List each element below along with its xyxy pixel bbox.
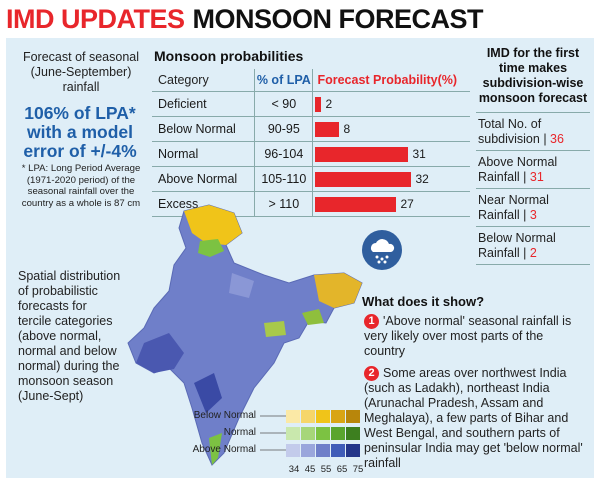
imd-item-label: Below Normal Rainfall xyxy=(478,231,556,260)
table-row: Below Normal 90-95 8 xyxy=(152,116,470,142)
legend-swatch xyxy=(346,427,360,440)
india-forecast-map xyxy=(127,204,363,466)
lpa-range: 105-110 xyxy=(254,166,313,192)
legend-color-scale xyxy=(260,410,360,457)
probability-cell: 8 xyxy=(312,116,470,142)
header-probability: Forecast Probability(%) xyxy=(312,69,470,92)
imd-item-value: 2 xyxy=(529,246,537,260)
rain-cloud-icon xyxy=(362,230,402,270)
imd-title: IMD for the first time makes subdivision… xyxy=(478,46,588,105)
legend-swatch xyxy=(331,444,345,457)
legend-tick: 75 xyxy=(352,464,364,475)
infographic-panel: Forecast of seasonal (June-September) ra… xyxy=(6,38,594,478)
imd-item-label: Above Normal Rainfall xyxy=(478,155,558,184)
legend-tick: 55 xyxy=(320,464,332,475)
probabilities-body: Deficient < 90 2 Below Normal 90-95 8 Normal 96… xyxy=(152,91,470,217)
probability-bar xyxy=(315,196,397,212)
header-lpa: % of LPA xyxy=(254,69,313,92)
spatial-description: Spatial distribution of probabilistic fo… xyxy=(18,269,121,403)
forecast-intro: Forecast of seasonal (June-September) ra… xyxy=(22,50,140,94)
legend-label-above-normal: Above Normal xyxy=(192,444,256,455)
what-point-1: 1 'Above normal' seasonal rainfall is ver… xyxy=(364,314,586,359)
legend-swatch xyxy=(301,427,315,440)
legend-ticks: 34 45 55 65 75 xyxy=(286,464,366,475)
legend-swatch xyxy=(316,444,330,457)
imd-item-value: 31 xyxy=(529,170,544,184)
probability-bar xyxy=(315,96,322,112)
point-text: 'Above normal' seasonal rainfall is very… xyxy=(364,314,572,358)
number-badge: 1 xyxy=(364,314,379,329)
header-title: MONSOON FORECAST xyxy=(192,3,484,34)
lpa-range: 96-104 xyxy=(254,141,313,167)
legend-swatch xyxy=(346,410,360,423)
legend-swatch xyxy=(331,427,345,440)
probability-bar xyxy=(315,121,340,137)
header-accent: IMD UPDATES xyxy=(6,3,185,34)
probability-cell: 31 xyxy=(312,141,470,167)
probability-value: 27 xyxy=(400,197,414,211)
legend-tick: 34 xyxy=(288,464,300,475)
category-label: Deficient xyxy=(152,91,255,117)
point-text: Some areas over northwest India (such as… xyxy=(364,366,583,470)
probability-cell: 2 xyxy=(312,91,470,117)
legend-label-below-normal: Below Normal xyxy=(193,410,256,421)
probability-value: 8 xyxy=(343,122,351,136)
lpa-range: > 110 xyxy=(254,191,313,217)
imd-item-below-normal: Below Normal Rainfall | 2 xyxy=(476,227,590,265)
number-badge: 2 xyxy=(364,366,379,381)
imd-item-label: Total No. of subdivision xyxy=(478,117,542,146)
page-header: IMD UPDATES MONSOON FORECAST xyxy=(6,3,484,34)
table-row: Excess > 110 27 xyxy=(152,191,470,217)
what-point-2: 2 Some areas over northwest India (such a… xyxy=(364,366,586,471)
imd-item-value: 36 xyxy=(550,132,564,146)
legend-swatch xyxy=(286,410,300,423)
probability-value: 31 xyxy=(412,147,426,161)
category-label: Above Normal xyxy=(152,166,255,192)
category-label: Normal xyxy=(152,141,255,167)
probability-bar xyxy=(315,146,409,162)
legend-swatch xyxy=(286,427,300,440)
table-row: Normal 96-104 31 xyxy=(152,141,470,167)
probability-value: 2 xyxy=(325,97,333,111)
category-label: Below Normal xyxy=(152,116,255,142)
imd-item-near-normal: Near Normal Rainfall | 3 xyxy=(476,189,590,227)
lpa-range: 90-95 xyxy=(254,116,313,142)
category-label: Excess xyxy=(152,191,255,217)
imd-list: Total No. of subdivision | 36 Above Norm… xyxy=(476,112,590,265)
forecast-highlight: 106% of LPA* with a model error of +/-4% xyxy=(23,103,137,161)
legend-swatch xyxy=(346,444,360,457)
probability-bar xyxy=(315,171,412,187)
legend-swatch xyxy=(286,444,300,457)
probability-value: 32 xyxy=(415,172,429,186)
imd-item-label: Near Normal Rainfall xyxy=(478,193,549,222)
header-category: Category xyxy=(152,69,255,92)
legend-swatch xyxy=(316,427,330,440)
probabilities-table: Category % of LPA Forecast Probability(%… xyxy=(152,69,470,217)
probability-cell: 32 xyxy=(312,166,470,192)
legend-swatch xyxy=(331,410,345,423)
legend-swatch xyxy=(301,410,315,423)
imd-item-above-normal: Above Normal Rainfall | 31 xyxy=(476,151,590,189)
table-row: Above Normal 105-110 32 xyxy=(152,166,470,192)
legend-swatch xyxy=(301,444,315,457)
lpa-note: * LPA: Long Period Average (1971-2020 pe… xyxy=(21,163,141,209)
legend-tick: 65 xyxy=(336,464,348,475)
imd-item-value: 3 xyxy=(529,208,537,222)
legend-tick: 45 xyxy=(304,464,316,475)
imd-item-total: Total No. of subdivision | 36 xyxy=(476,112,590,151)
probability-cell: 27 xyxy=(312,191,470,217)
table-row: Deficient < 90 2 xyxy=(152,91,470,117)
map-legend: Below Normal Normal Above Normal 34 45 55 6… xyxy=(186,408,366,475)
what-title: What does it show? xyxy=(362,294,485,309)
lpa-range: < 90 xyxy=(254,91,313,117)
legend-swatch xyxy=(316,410,330,423)
probabilities-title: Monsoon probabilities xyxy=(154,48,304,64)
legend-label-normal: Normal xyxy=(223,427,256,438)
